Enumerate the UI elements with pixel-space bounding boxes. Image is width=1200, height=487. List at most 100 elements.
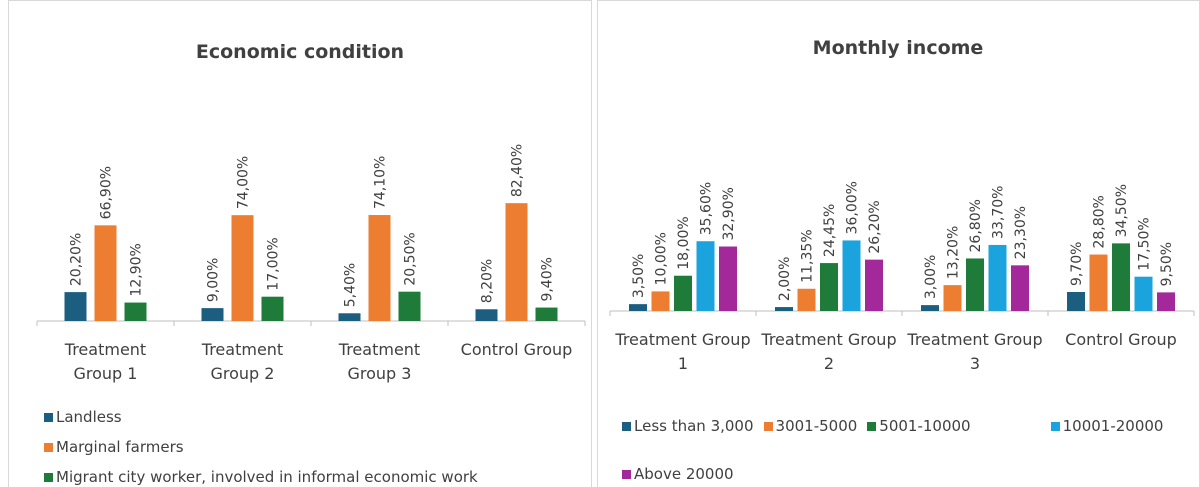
legend-label: 5001-10000: [879, 417, 971, 435]
data-label: 24,45%: [822, 204, 838, 257]
data-label: 13,20%: [946, 226, 962, 279]
bar: [1089, 254, 1108, 311]
legend-item: Less than 3,000: [622, 402, 754, 450]
legend-swatch: [44, 472, 53, 482]
data-label: 74,10%: [373, 156, 389, 209]
bar: [629, 304, 647, 311]
legend-item: Marginal farmers: [44, 432, 584, 462]
data-label: 28,80%: [1092, 195, 1108, 248]
data-label: 34,50%: [1114, 184, 1130, 237]
data-label: 5,40%: [343, 263, 359, 307]
legend-item: 3001-5000: [763, 402, 858, 450]
data-label: 74,00%: [236, 156, 252, 209]
bar: [201, 308, 224, 321]
data-label: 66,90%: [99, 166, 115, 219]
bar: [124, 302, 147, 321]
bar: [398, 291, 421, 321]
legend-item: Migrant city worker, involved in informa…: [44, 462, 584, 487]
data-label: 3,00%: [923, 255, 939, 299]
bar: [842, 240, 861, 311]
x-tick-label: Treatment Group 3: [338, 340, 421, 383]
bar: [719, 246, 737, 311]
data-label: 20,20%: [69, 233, 85, 286]
data-label: 20,50%: [403, 232, 419, 285]
data-label: 2,00%: [777, 257, 793, 301]
bar: [94, 225, 117, 321]
x-tick-label: Treatment Group 2: [201, 340, 284, 383]
bar: [475, 309, 498, 321]
legend-label: Above 20000: [634, 465, 734, 483]
bar: [865, 259, 883, 311]
chart-title: Monthly income: [813, 37, 984, 59]
data-label: 18,00%: [676, 216, 692, 269]
legend-swatch: [867, 421, 877, 431]
legend-swatch: [1050, 421, 1060, 431]
legend-label: Marginal farmers: [56, 438, 184, 456]
bar: [988, 244, 1007, 311]
bar: [1112, 243, 1130, 311]
data-label: 26,20%: [867, 200, 883, 253]
legend-swatch: [622, 469, 631, 479]
bar: [64, 292, 87, 321]
legend-swatch: [44, 442, 53, 452]
legend-label: 10001-20000: [1062, 417, 1164, 435]
bar: [1011, 265, 1029, 311]
data-label: 17,50%: [1137, 217, 1153, 270]
bar: [338, 313, 361, 321]
bar: [775, 307, 793, 311]
bar: [231, 215, 254, 321]
x-tick-label: Treatment Group 1: [615, 330, 751, 373]
bar: [820, 263, 838, 311]
bar: [966, 258, 984, 311]
legend-item: Landless: [44, 402, 584, 432]
data-label: 3,50%: [631, 254, 647, 298]
bar: [505, 203, 528, 321]
x-tick-label: Treatment Group 3: [907, 330, 1043, 373]
legend-swatch: [44, 412, 53, 422]
data-label: 9,40%: [540, 257, 556, 301]
legend-label: Migrant city worker, involved in informa…: [56, 468, 478, 486]
bar: [1157, 292, 1175, 311]
data-label: 33,70%: [991, 186, 1007, 239]
bar: [651, 291, 670, 311]
legend-swatch: [622, 421, 631, 431]
legend-item: 10001-20000: [1050, 402, 1164, 450]
x-tick-label: Control Group: [1065, 330, 1177, 349]
x-tick-label: Control Group: [460, 340, 573, 359]
data-label: 36,00%: [845, 181, 861, 234]
x-tick-label: Treatment Group 2: [761, 330, 897, 373]
bar: [1134, 276, 1153, 311]
data-label: 11,35%: [800, 229, 816, 282]
data-label: 32,90%: [721, 187, 737, 240]
data-label: 23,30%: [1013, 206, 1029, 259]
data-label: 9,70%: [1069, 242, 1085, 286]
legend: Landless Marginal farmers Migrant city wor…: [44, 402, 584, 487]
legend-label: 3001-5000: [775, 417, 858, 435]
bar: [535, 307, 558, 321]
bar: [797, 288, 816, 311]
data-label: 26,80%: [968, 199, 984, 252]
legend-item: Above 20000: [622, 450, 734, 487]
bar: [921, 305, 939, 311]
data-label: 8,20%: [480, 259, 496, 303]
data-label: 17,00%: [266, 237, 282, 290]
panel-left: [8, 0, 592, 487]
bar: [261, 296, 284, 321]
data-label: 35,60%: [699, 182, 715, 235]
x-tick-label: Treatment Group 1: [64, 340, 147, 383]
legend-label: Less than 3,000: [634, 417, 754, 435]
data-label: 10,00%: [654, 232, 670, 285]
legend-item: 5001-10000: [867, 402, 971, 450]
chart-title: Economic condition: [196, 41, 404, 63]
legend: Less than 3,000 3001-5000 5001-10000 10001-…: [622, 402, 1192, 487]
bar: [943, 285, 962, 311]
legend-swatch: [763, 421, 773, 431]
data-label: 12,90%: [129, 243, 145, 296]
bar: [696, 241, 715, 311]
legend-label: Landless: [56, 408, 122, 426]
bar: [368, 215, 391, 321]
data-label: 82,40%: [510, 144, 526, 197]
bar: [674, 275, 692, 311]
